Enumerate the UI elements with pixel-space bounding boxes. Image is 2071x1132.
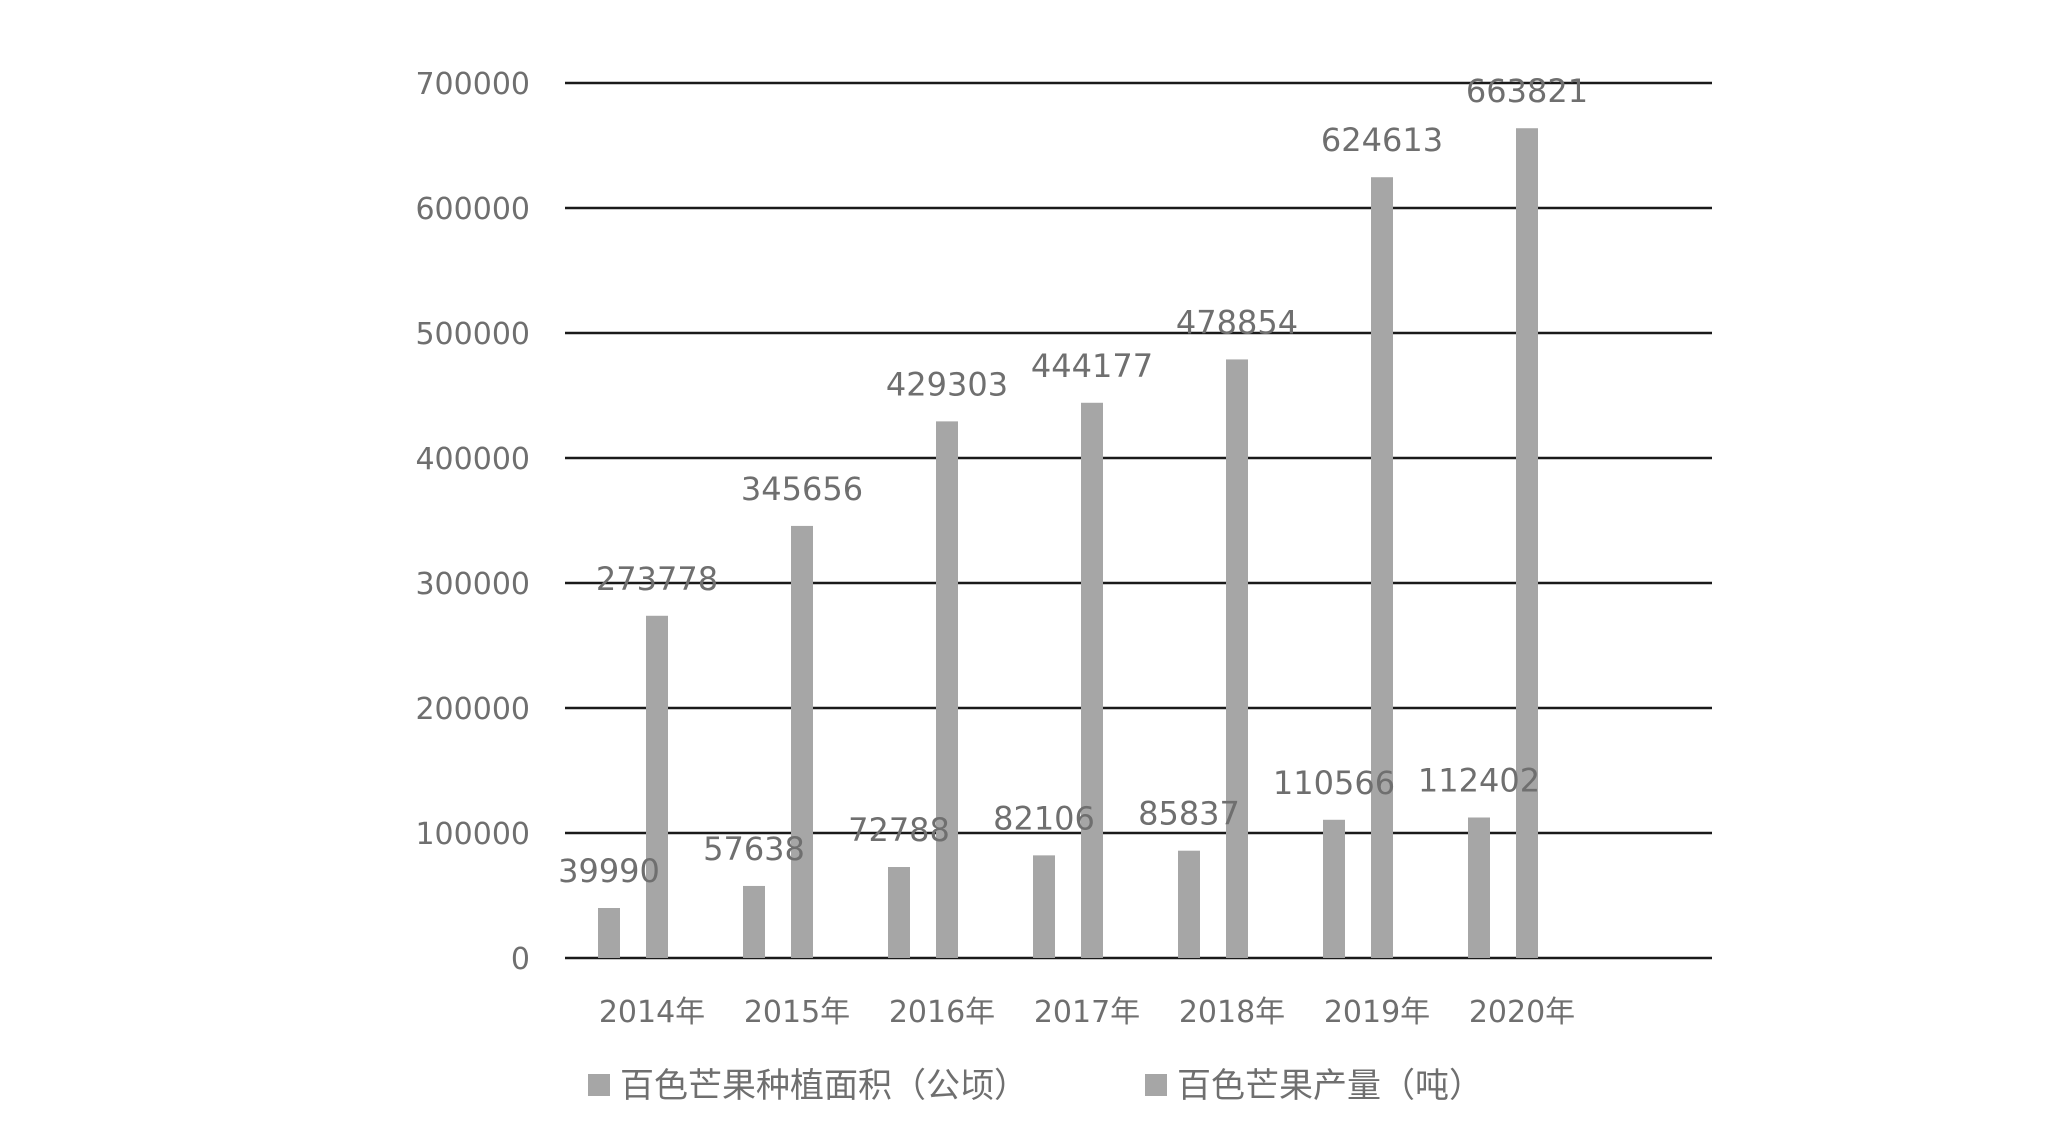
data-label-series2: 429303 (886, 365, 1008, 403)
bar-series1-2016年 (888, 867, 910, 958)
y-tick-label: 0 (511, 942, 530, 977)
data-label-series2: 345656 (741, 470, 863, 508)
x-tick-label: 2020年 (1469, 995, 1575, 1030)
y-tick-label: 600000 (415, 192, 530, 227)
y-tick-label: 200000 (415, 692, 530, 727)
x-tick-label: 2014年 (599, 995, 705, 1030)
bars (598, 128, 1538, 959)
x-tick-label: 2018年 (1179, 995, 1285, 1030)
legend-swatch-1 (588, 1074, 610, 1096)
data-label-series2: 273778 (596, 560, 718, 598)
bar-series1-2017年 (1033, 855, 1055, 958)
data-label-series2: 478854 (1176, 303, 1298, 341)
bar-series2-2015年 (791, 525, 813, 958)
bar-series1-2019年 (1323, 819, 1345, 958)
data-label-series2: 444177 (1031, 347, 1153, 385)
x-tick-label: 2019年 (1324, 995, 1430, 1030)
data-label-series1: 82106 (993, 799, 1095, 837)
bar-series2-2019年 (1371, 177, 1393, 958)
x-tick-label: 2016年 (889, 995, 995, 1030)
y-tick-label: 400000 (415, 442, 530, 477)
x-tick-label: 2015年 (744, 995, 850, 1030)
bar-series1-2014年 (598, 908, 620, 958)
x-axis-ticks: 2014年 2015年 2016年 2017年 2018年 2019年 2020年 (599, 995, 1575, 1030)
data-label-series1: 85837 (1138, 795, 1240, 833)
y-tick-label: 300000 (415, 567, 530, 602)
bar-series1-2018年 (1178, 850, 1200, 958)
y-axis-ticks: 0 100000 200000 300000 400000 500000 600000 700… (415, 67, 530, 977)
data-label-series1: 57638 (703, 830, 805, 868)
bar-series2-2020年 (1516, 128, 1538, 958)
y-tick-label: 700000 (415, 67, 530, 102)
legend-label-2: 百色芒果产量（吨） (1177, 1066, 1483, 1106)
x-tick-label: 2017年 (1034, 995, 1140, 1030)
data-labels: 39990 57638 72788 82106 85837 110566 112402 273… (558, 72, 1588, 890)
data-label-series1: 110566 (1273, 764, 1395, 802)
bar-series1-2015年 (743, 885, 765, 958)
data-label-series1: 112402 (1418, 761, 1540, 799)
data-label-series1: 72788 (848, 811, 950, 849)
data-label-series1: 39990 (558, 852, 660, 890)
data-label-series2: 663821 (1466, 72, 1588, 110)
gridlines (565, 81, 1712, 960)
legend-swatch-2 (1145, 1074, 1167, 1096)
legend: 百色芒果种植面积（公顷） 百色芒果产量（吨） (588, 1066, 1483, 1106)
bar-series2-2016年 (936, 421, 958, 959)
bar-series2-2017年 (1081, 402, 1103, 958)
y-tick-label: 500000 (415, 317, 530, 352)
bar-series2-2018年 (1226, 359, 1248, 958)
bar-series1-2020年 (1468, 817, 1490, 958)
y-tick-label: 100000 (415, 817, 530, 852)
bar-series2-2014年 (646, 615, 668, 958)
legend-label-1: 百色芒果种植面积（公顷） (620, 1066, 1028, 1106)
data-label-series2: 624613 (1321, 121, 1443, 159)
